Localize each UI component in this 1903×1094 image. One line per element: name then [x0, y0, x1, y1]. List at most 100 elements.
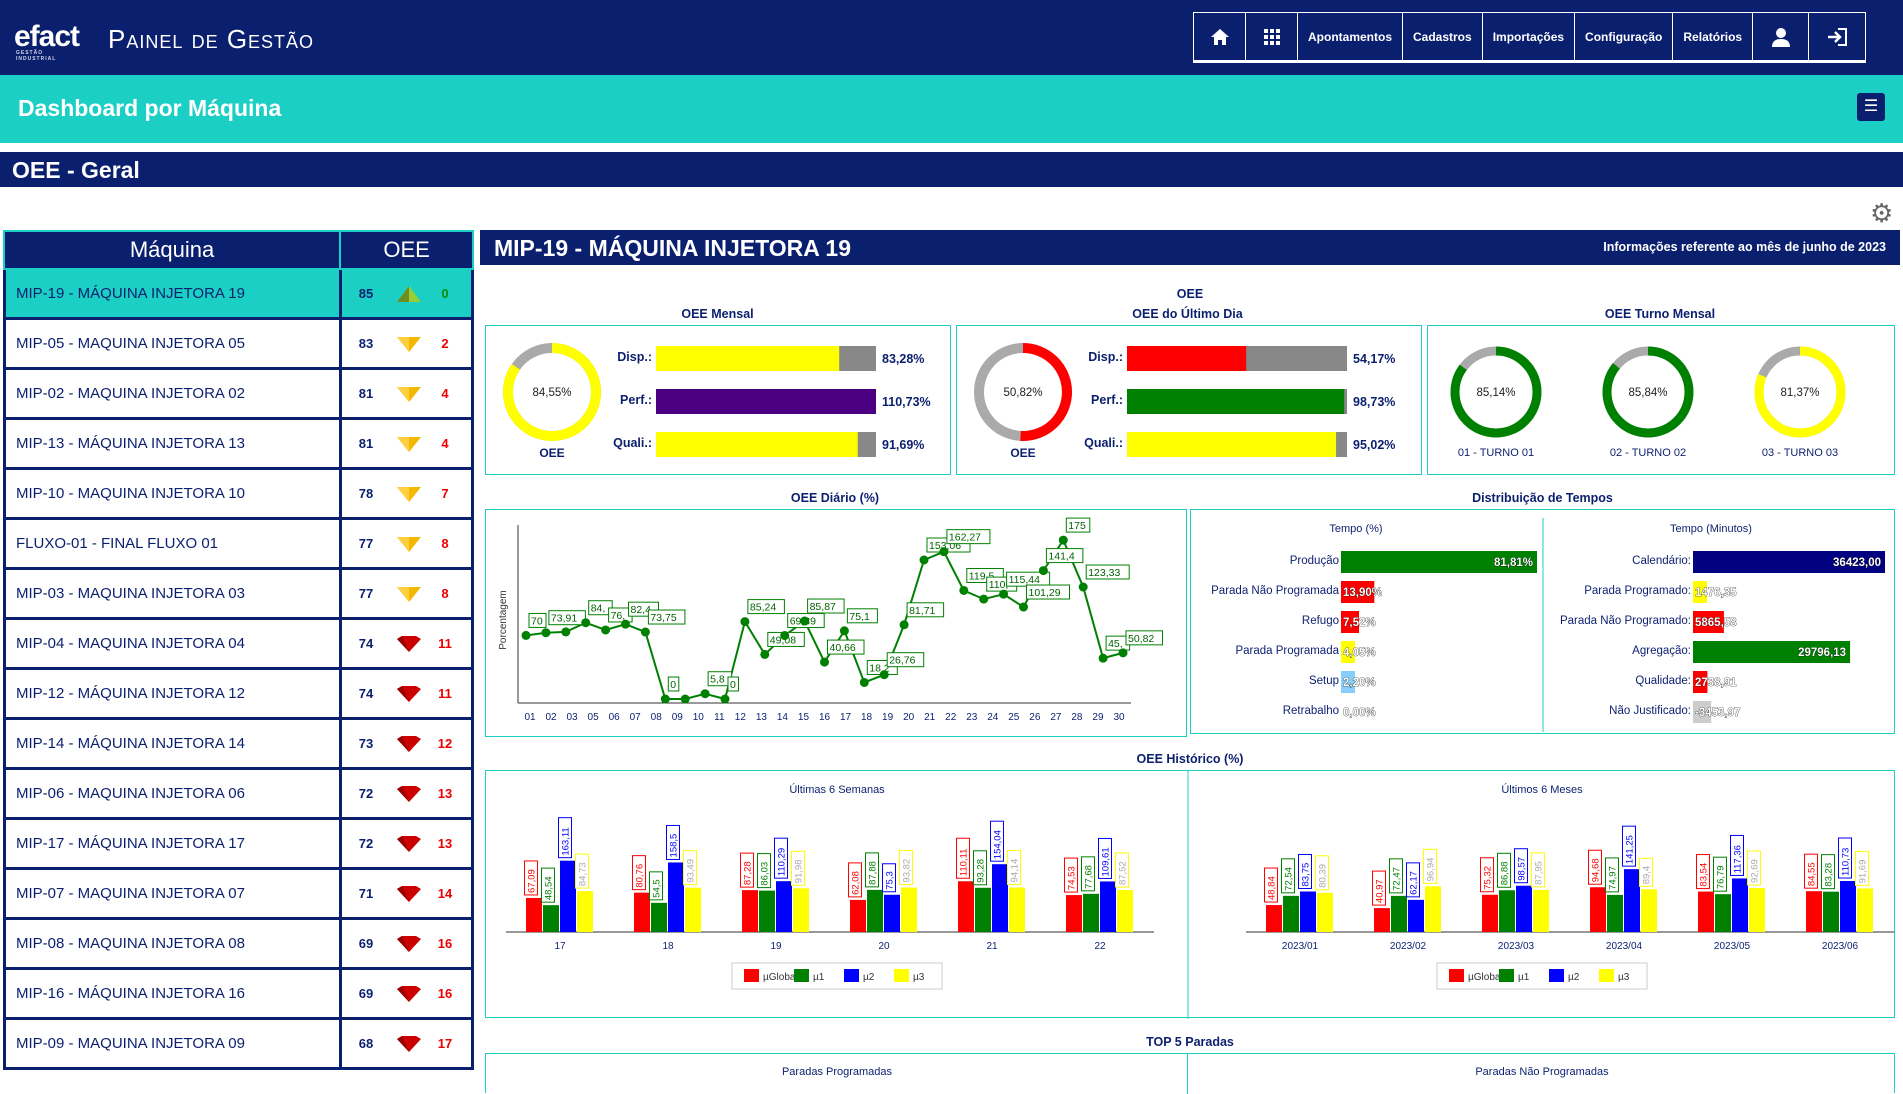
machine-oee: 81 4 — [342, 420, 474, 470]
hist-bar-label: 62,17 — [1406, 862, 1420, 898]
user-icon[interactable] — [1753, 13, 1810, 61]
nav-relatorios[interactable]: Relatórios — [1673, 13, 1754, 61]
oee-delta: 13 — [437, 786, 453, 801]
machine-oee: 73 12 — [342, 720, 474, 770]
hist-bar — [992, 864, 1008, 932]
nav-configuracao[interactable]: Configuração — [1575, 13, 1674, 61]
dist-category: Setup — [1309, 675, 1339, 687]
x-tick-label: 19 — [882, 712, 894, 723]
machine-name[interactable]: MIP-17 - MÁQUINA INJETORA 17 — [3, 820, 342, 870]
logout-icon[interactable] — [1809, 13, 1865, 61]
hist-bar — [742, 890, 758, 932]
apps-icon[interactable] — [1246, 13, 1298, 61]
data-label: 73,91 — [548, 610, 586, 626]
machine-row[interactable]: MIP-14 - MÁQUINA INJETORA 14 73 12 — [3, 720, 474, 770]
machine-name[interactable]: MIP-03 - MAQUINA INJETORA 03 — [3, 570, 342, 620]
machine-oee: 68 17 — [342, 1020, 474, 1070]
nav-cadastros[interactable]: Cadastros — [1403, 13, 1483, 61]
machine-row[interactable]: MIP-13 - MÁQUINA INJETORA 13 81 4 — [3, 420, 474, 470]
nav-apontamentos[interactable]: Apontamentos — [1298, 13, 1403, 61]
x-tick-label: 28 — [1071, 712, 1083, 723]
oee-donut: 50,82% — [974, 343, 1072, 441]
svg-text:175: 175 — [1068, 520, 1086, 532]
machine-row[interactable]: MIP-16 - MÁQUINA INJETORA 16 69 16 — [3, 970, 474, 1020]
main-nav: Apontamentos Cadastros Importações Confi… — [1193, 12, 1867, 63]
dist-bar-label: 2,20% — [1343, 677, 1376, 689]
machine-name[interactable]: MIP-09 - MAQUINA INJETORA 09 — [3, 1020, 342, 1070]
legend-label: µ2 — [1568, 972, 1580, 983]
trend-down-icon — [390, 735, 428, 753]
data-point — [800, 616, 810, 626]
svg-text:45,: 45, — [1108, 638, 1123, 650]
bar-value: 95,02% — [1353, 438, 1395, 452]
machine-row[interactable]: MIP-04 - MAQUINA INJETORA 04 74 11 — [3, 620, 474, 670]
menu-icon[interactable]: ☰ — [1857, 93, 1885, 121]
machine-name[interactable]: MIP-13 - MÁQUINA INJETORA 13 — [3, 420, 342, 470]
machine-name[interactable]: MIP-14 - MÁQUINA INJETORA 14 — [3, 720, 342, 770]
machine-name[interactable]: MIP-12 - MÁQUINA INJETORA 12 — [3, 670, 342, 720]
hist-x-label: 21 — [986, 941, 998, 952]
month-info: Informações referente ao mês de junho de… — [1603, 240, 1886, 254]
data-point — [1019, 602, 1028, 612]
x-tick-label: 27 — [1050, 712, 1062, 723]
hist-bar — [634, 892, 650, 932]
machine-row[interactable]: FLUXO-01 - FINAL FLUXO 01 77 8 — [3, 520, 474, 570]
data-point — [601, 625, 611, 635]
machine-name[interactable]: MIP-08 - MAQUINA INJETORA 08 — [3, 920, 342, 970]
machine-name[interactable]: MIP-19 - MÁQUINA INJETORA 19 — [3, 270, 342, 320]
machine-row[interactable]: MIP-05 - MAQUINA INJETORA 05 83 2 — [3, 320, 474, 370]
machine-row[interactable]: MIP-12 - MÁQUINA INJETORA 12 74 11 — [3, 670, 474, 720]
machine-row[interactable]: MIP-06 - MAQUINA INJETORA 06 72 13 — [3, 770, 474, 820]
svg-text:123,33: 123,33 — [1088, 567, 1120, 579]
hist-bar — [1283, 895, 1299, 932]
data-label: 85,87 — [807, 598, 845, 614]
machine-name[interactable]: MIP-07 - MAQUINA INJETORA 07 — [3, 870, 342, 920]
legend-label: µ1 — [1518, 972, 1530, 983]
data-point — [859, 677, 869, 687]
gear-icon[interactable]: ⚙ — [1870, 198, 1894, 228]
hist-bar-label: 72,47 — [1389, 858, 1403, 894]
hist-title: OEE Histórico (%) — [1136, 752, 1244, 766]
x-tick-label: 18 — [861, 712, 873, 723]
machine-name[interactable]: MIP-10 - MAQUINA INJETORA 10 — [3, 470, 342, 520]
machine-name[interactable]: MIP-16 - MÁQUINA INJETORA 16 — [3, 970, 342, 1020]
machine-row[interactable]: MIP-07 - MAQUINA INJETORA 07 71 14 — [3, 870, 474, 920]
hist-bar-label: 92,69 — [1747, 850, 1761, 886]
hist-x-label: 22 — [1094, 941, 1106, 952]
hist-bar-label: 40,97 — [1372, 870, 1386, 906]
machine-name[interactable]: FLUXO-01 - FINAL FLUXO 01 — [3, 520, 342, 570]
data-label: 115,44 — [1006, 571, 1051, 587]
hist-bar — [1749, 888, 1765, 932]
machine-name[interactable]: MIP-06 - MAQUINA INJETORA 06 — [3, 770, 342, 820]
svg-text:26,76: 26,76 — [889, 655, 915, 667]
machine-header: MIP-19 - MÁQUINA INJETORA 19 Informações… — [480, 230, 1900, 265]
machine-row[interactable]: MIP-03 - MAQUINA INJETORA 03 77 8 — [3, 570, 474, 620]
hist-bar-label: 76,79 — [1713, 856, 1727, 892]
efact-logo[interactable]: efact GESTÃO INDUSTRIAL — [14, 20, 80, 62]
svg-text:84,73: 84,73 — [578, 862, 589, 886]
data-point — [939, 547, 949, 557]
machine-name[interactable]: MIP-05 - MAQUINA INJETORA 05 — [3, 320, 342, 370]
x-tick-label: 15 — [798, 712, 810, 723]
dist-subtitle: Tempo (%) — [1329, 523, 1382, 535]
machine-row[interactable]: MIP-08 - MAQUINA INJETORA 08 69 16 — [3, 920, 474, 970]
svg-text:75,32: 75,32 — [1483, 866, 1494, 890]
bar-name: Perf.: — [620, 393, 652, 407]
machine-row[interactable]: MIP-17 - MÁQUINA INJETORA 17 72 13 — [3, 820, 474, 870]
hist-bar-label: 75,3 — [882, 863, 896, 893]
machine-name[interactable]: MIP-04 - MAQUINA INJETORA 04 — [3, 620, 342, 670]
bar-fill — [1127, 432, 1337, 457]
hist-bar-label: 154,04 — [990, 820, 1004, 862]
oee-turno-panel: 85,14% 01 - TURNO 01 85,84% 02 - TURNO 02 81… — [1427, 325, 1895, 475]
machine-name[interactable]: MIP-02 - MAQUINA INJETORA 02 — [3, 370, 342, 420]
machine-row[interactable]: MIP-10 - MAQUINA INJETORA 10 78 7 — [3, 470, 474, 520]
machine-row[interactable]: MIP-09 - MAQUINA INJETORA 09 68 17 — [3, 1020, 474, 1070]
home-icon[interactable] — [1194, 13, 1246, 61]
hist-chart: Últimas 6 Semanas 67,09 48,54 163,11 84,73 17… — [506, 771, 1894, 1019]
nav-importacoes[interactable]: Importações — [1483, 13, 1576, 61]
oee-delta: 7 — [441, 486, 449, 501]
machine-row[interactable]: MIP-19 - MÁQUINA INJETORA 19 85 0 — [3, 270, 474, 320]
machine-row[interactable]: MIP-02 - MAQUINA INJETORA 02 81 4 — [3, 370, 474, 420]
data-point — [521, 630, 531, 640]
x-tick-label: 30 — [1113, 712, 1125, 723]
